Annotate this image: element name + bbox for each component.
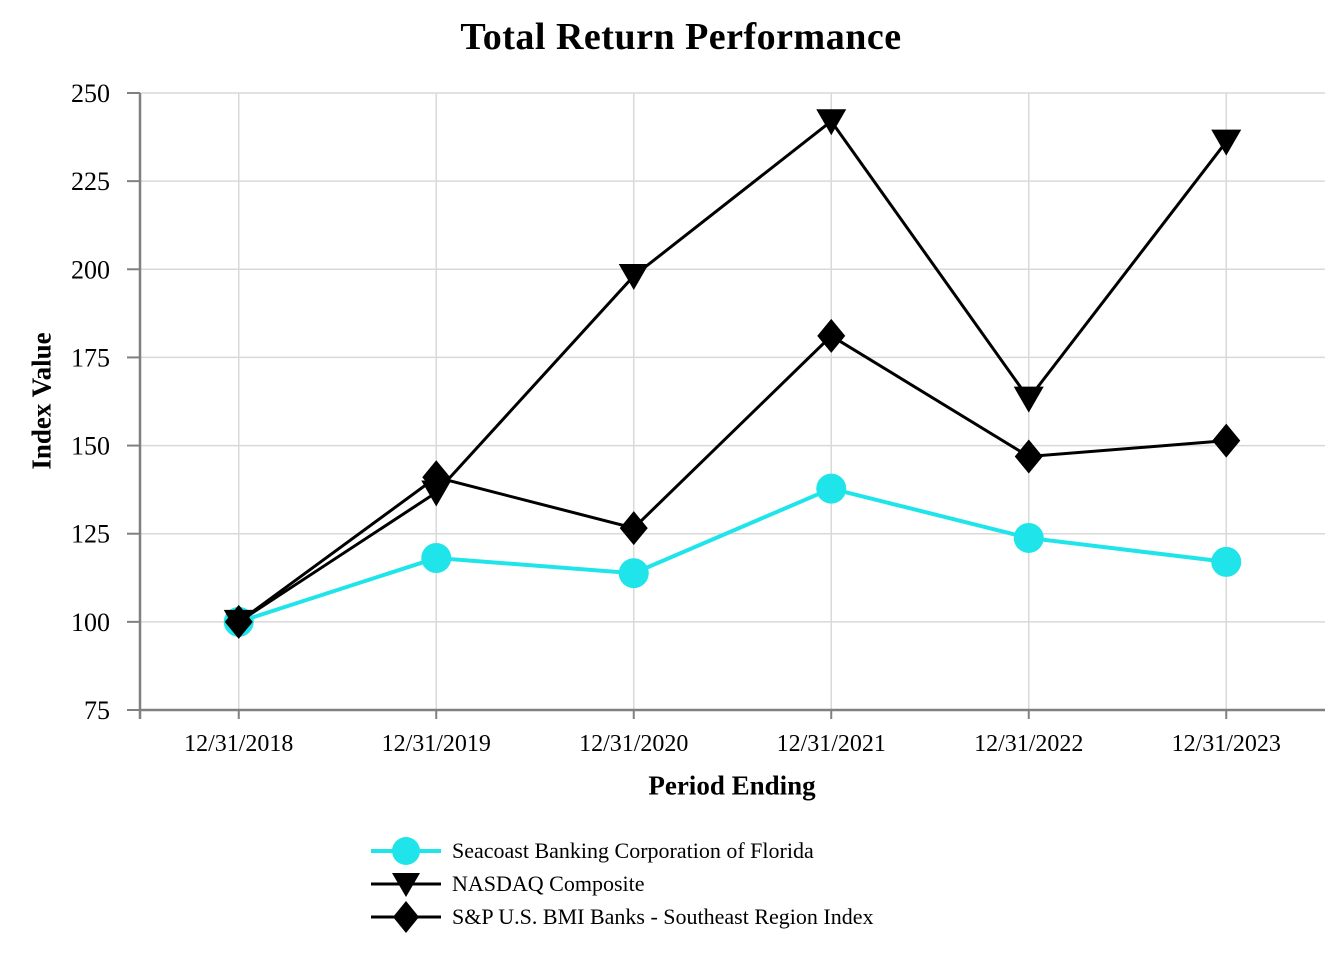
x-tick-label: 12/31/2022	[974, 731, 1083, 757]
series-line	[237, 119, 1228, 624]
diamond-marker	[422, 460, 451, 495]
legend-label-sp-bmi-banks: S&P U.S. BMI Banks - Southeast Region In…	[452, 903, 874, 929]
diamond-marker	[619, 511, 648, 546]
legend-item-nasdaq: NASDAQ Composite	[370, 867, 873, 900]
y-tick-label: 125	[71, 520, 110, 549]
circle-marker	[618, 558, 649, 589]
y-tick-label: 100	[71, 608, 110, 637]
x-tick-label: 12/31/2018	[184, 731, 293, 757]
triangle-marker	[618, 263, 649, 290]
x-tick-label: 12/31/2019	[382, 731, 491, 757]
x-tick-label: 12/31/2020	[579, 731, 688, 757]
diamond-marker	[1212, 423, 1241, 458]
diamond-marker	[817, 318, 846, 353]
legend: Seacoast Banking Corporation of Florida …	[370, 834, 873, 933]
y-axis-title: Index Value	[26, 332, 57, 470]
y-tick-label: 75	[84, 696, 110, 725]
circle-marker	[1013, 522, 1044, 553]
triangle-marker-icon	[371, 872, 441, 897]
circle-marker	[1211, 546, 1242, 577]
x-axis-title: Period Ending	[648, 770, 816, 801]
y-tick-label: 200	[71, 255, 110, 284]
circle-marker	[816, 473, 847, 504]
diamond-marker-icon	[371, 900, 441, 933]
diamond-marker	[1014, 439, 1043, 474]
triangle-marker	[816, 109, 847, 136]
circle-marker	[421, 543, 452, 574]
legend-label-nasdaq: NASDAQ Composite	[452, 870, 645, 896]
chart-title: Total Return Performance	[460, 16, 902, 58]
x-tick-label: 12/31/2023	[1172, 731, 1281, 757]
y-tick-label: 175	[71, 343, 110, 372]
y-tick-label: 250	[71, 79, 110, 108]
series-line	[237, 334, 1227, 624]
circle-marker-icon	[371, 836, 441, 865]
legend-label-seacoast: Seacoast Banking Corporation of Florida	[452, 837, 814, 863]
diamond-marker	[224, 604, 253, 639]
x-tick-label: 12/31/2021	[777, 731, 886, 757]
triangle-marker	[1211, 129, 1242, 156]
triangle-marker	[1013, 386, 1044, 413]
legend-item-seacoast: Seacoast Banking Corporation of Florida	[370, 834, 873, 867]
legend-item-sp-bmi-banks: S&P U.S. BMI Banks - Southeast Region In…	[370, 900, 873, 933]
y-tick-label: 225	[71, 167, 110, 196]
y-tick-label: 150	[71, 432, 110, 461]
series-line	[238, 486, 1227, 624]
plot-area: 75 100 125 150 175 200 225 250 12/31/2018 12/31/2…	[71, 79, 1325, 757]
